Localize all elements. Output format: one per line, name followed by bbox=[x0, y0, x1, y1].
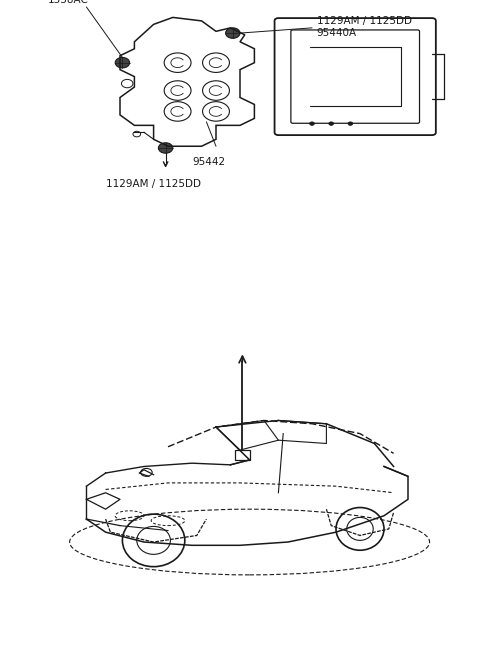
Circle shape bbox=[158, 143, 173, 153]
Circle shape bbox=[310, 122, 314, 125]
Text: 1338AC: 1338AC bbox=[48, 0, 89, 5]
Text: 95440A: 95440A bbox=[317, 28, 357, 38]
Circle shape bbox=[329, 122, 334, 125]
Text: 1129AM / 1125DD: 1129AM / 1125DD bbox=[106, 179, 201, 189]
Circle shape bbox=[115, 57, 130, 68]
Text: 95442: 95442 bbox=[192, 157, 225, 167]
Bar bbox=[235, 450, 250, 460]
Circle shape bbox=[226, 28, 240, 38]
Circle shape bbox=[348, 122, 353, 125]
Text: 1129AM / 1125DD: 1129AM / 1125DD bbox=[317, 16, 412, 26]
